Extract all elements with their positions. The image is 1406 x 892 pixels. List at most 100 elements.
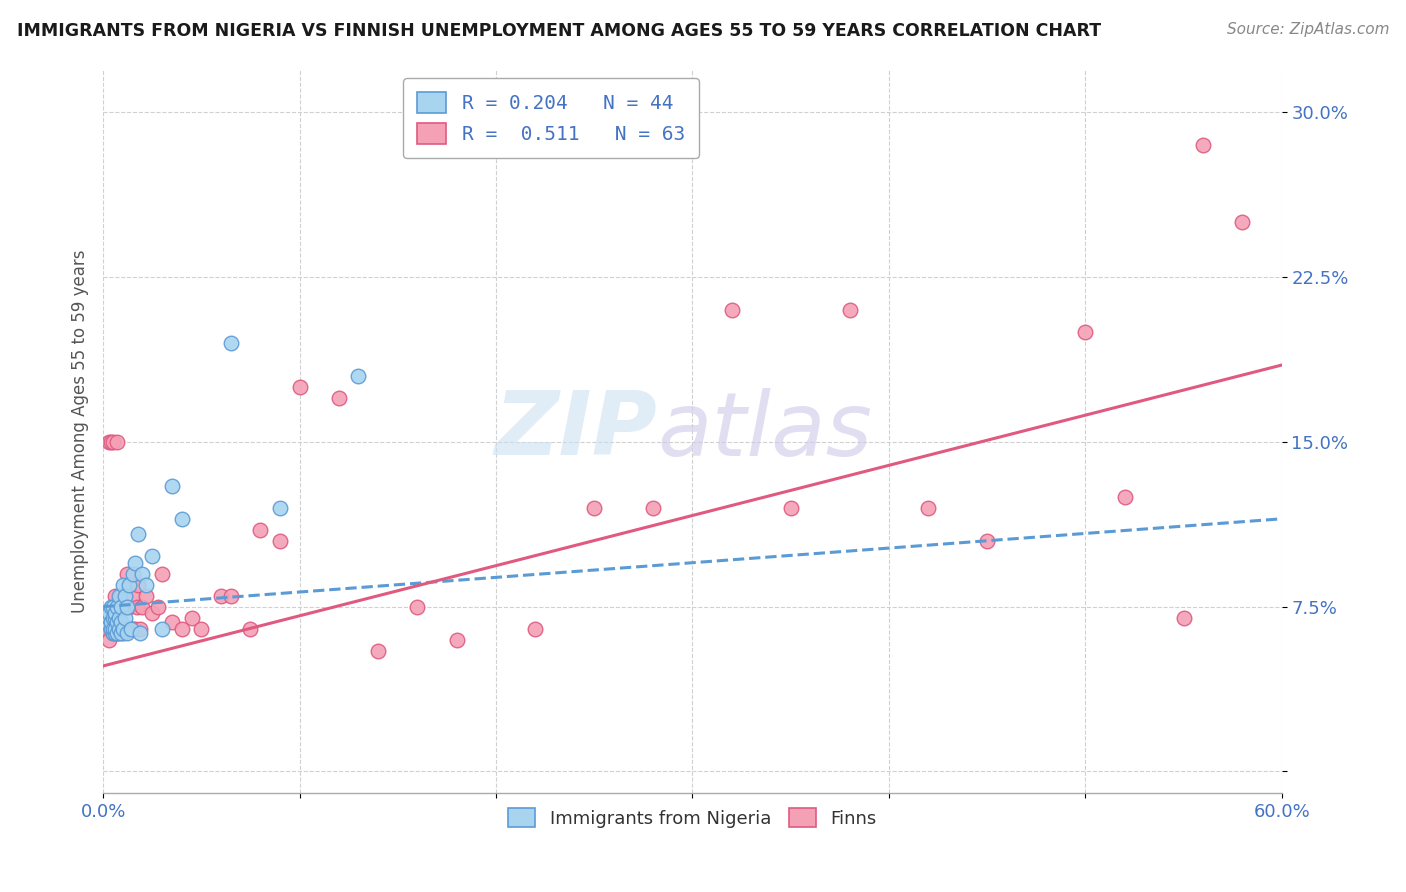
Point [180, 610, 202, 624]
Legend: Immigrants from Nigeria, Finns: Immigrants from Nigeria, Finns [501, 801, 884, 835]
Point [838, 303, 860, 318]
Point [720, 303, 742, 318]
Point [100, 599, 122, 614]
Point [135, 577, 157, 591]
Point [110, 626, 132, 640]
Point [101, 610, 124, 624]
Point [446, 632, 468, 647]
Point [111, 599, 134, 614]
Point [108, 610, 131, 624]
Point [118, 577, 141, 591]
Point [219, 336, 242, 351]
Point [120, 622, 142, 636]
Point [141, 606, 163, 620]
Point [328, 391, 350, 405]
Point [1232, 215, 1254, 229]
Point [101, 626, 124, 640]
Point [129, 622, 152, 636]
Point [135, 589, 157, 603]
Point [110, 589, 132, 603]
Point [170, 512, 193, 526]
Point [105, 626, 128, 640]
Text: Source: ZipAtlas.com: Source: ZipAtlas.com [1226, 22, 1389, 37]
Point [110, 622, 132, 636]
Point [108, 589, 131, 603]
Point [110, 615, 132, 629]
Point [127, 577, 149, 591]
Point [124, 622, 146, 636]
Point [111, 577, 134, 591]
Point [583, 500, 606, 515]
Point [105, 626, 128, 640]
Point [976, 533, 998, 548]
Point [96, 622, 118, 636]
Point [150, 622, 173, 636]
Point [160, 615, 183, 629]
Point [104, 626, 127, 640]
Point [146, 599, 169, 614]
Point [219, 589, 242, 603]
Point [209, 589, 232, 603]
Point [115, 626, 138, 640]
Point [98, 632, 121, 647]
Point [115, 566, 138, 581]
Point [779, 500, 801, 515]
Point [111, 626, 134, 640]
Point [917, 500, 939, 515]
Point [101, 622, 124, 636]
Point [104, 622, 127, 636]
Point [129, 626, 152, 640]
Point [249, 523, 271, 537]
Point [150, 566, 173, 581]
Text: ZIP: ZIP [495, 387, 657, 475]
Point [108, 626, 131, 640]
Point [104, 589, 127, 603]
Point [190, 622, 212, 636]
Point [643, 500, 665, 515]
Point [160, 479, 183, 493]
Point [101, 626, 124, 640]
Point [104, 606, 127, 620]
Point [114, 589, 136, 603]
Point [115, 599, 138, 614]
Point [124, 556, 146, 570]
Point [101, 434, 124, 449]
Point [127, 527, 149, 541]
Point [1114, 490, 1136, 504]
Point [121, 589, 143, 603]
Point [131, 566, 153, 581]
Point [98, 434, 121, 449]
Point [115, 622, 138, 636]
Point [269, 533, 291, 548]
Point [1074, 325, 1097, 339]
Y-axis label: Unemployment Among Ages 55 to 59 years: Unemployment Among Ages 55 to 59 years [72, 249, 89, 613]
Point [125, 599, 148, 614]
Point [118, 599, 141, 614]
Point [104, 622, 127, 636]
Point [288, 380, 311, 394]
Point [98, 606, 121, 620]
Point [111, 622, 134, 636]
Point [120, 622, 142, 636]
Point [114, 610, 136, 624]
Point [110, 599, 132, 614]
Point [1173, 610, 1195, 624]
Point [1192, 138, 1215, 153]
Point [105, 599, 128, 614]
Point [96, 615, 118, 629]
Point [170, 622, 193, 636]
Point [524, 622, 547, 636]
Point [100, 622, 122, 636]
Point [347, 369, 370, 384]
Point [406, 599, 429, 614]
Point [105, 622, 128, 636]
Point [100, 622, 122, 636]
Point [121, 566, 143, 581]
Point [105, 615, 128, 629]
Point [105, 434, 128, 449]
Point [239, 622, 262, 636]
Point [104, 610, 127, 624]
Point [101, 599, 124, 614]
Point [98, 610, 121, 624]
Point [114, 622, 136, 636]
